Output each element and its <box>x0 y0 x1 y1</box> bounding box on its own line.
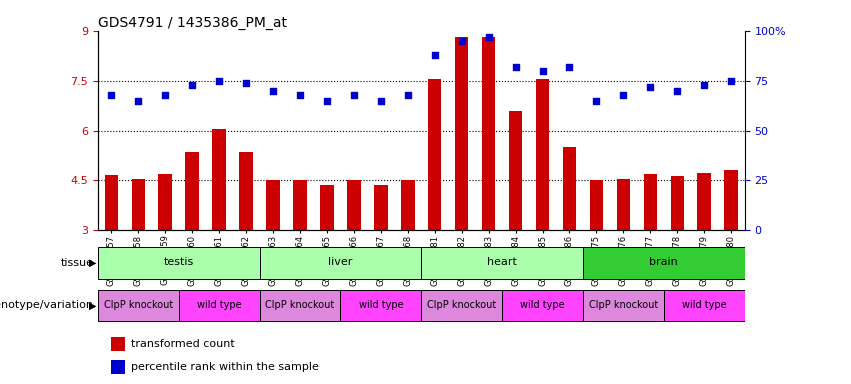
Point <box>509 64 523 70</box>
Bar <box>421 248 583 279</box>
Point <box>131 98 145 104</box>
Bar <box>724 170 738 230</box>
Text: ▶: ▶ <box>89 258 96 268</box>
Point <box>535 68 549 74</box>
Bar <box>482 37 495 230</box>
Point <box>105 91 118 98</box>
Point <box>724 78 738 84</box>
Text: tissue: tissue <box>60 258 94 268</box>
Bar <box>617 179 630 230</box>
Point <box>697 81 711 88</box>
Point <box>428 51 442 58</box>
Text: wild type: wild type <box>197 300 242 310</box>
Point <box>374 98 387 104</box>
Point <box>320 98 334 104</box>
Text: genotype/variation: genotype/variation <box>0 300 94 310</box>
Point <box>158 91 172 98</box>
Point <box>347 91 361 98</box>
Bar <box>563 147 576 230</box>
Bar <box>347 180 361 230</box>
Point <box>590 98 603 104</box>
Bar <box>643 174 657 230</box>
Bar <box>320 185 334 230</box>
Bar <box>213 129 226 230</box>
Text: ClpP knockout: ClpP knockout <box>427 300 496 310</box>
Point <box>454 38 468 44</box>
Bar <box>421 290 502 321</box>
Bar <box>266 180 280 230</box>
Bar <box>664 290 745 321</box>
Bar <box>98 290 179 321</box>
Bar <box>340 290 421 321</box>
Text: brain: brain <box>649 257 678 267</box>
Bar <box>536 79 549 230</box>
Text: testis: testis <box>163 257 194 267</box>
Bar <box>583 248 745 279</box>
Text: percentile rank within the sample: percentile rank within the sample <box>132 362 319 372</box>
Text: wild type: wild type <box>358 300 403 310</box>
Bar <box>111 360 125 374</box>
Bar <box>428 79 442 230</box>
Bar <box>671 177 684 230</box>
Point <box>266 88 280 94</box>
Text: wild type: wild type <box>682 300 727 310</box>
Point <box>616 91 630 98</box>
Bar <box>401 180 414 230</box>
Point <box>186 81 199 88</box>
Text: transformed count: transformed count <box>132 339 235 349</box>
Bar <box>111 337 125 351</box>
Bar <box>260 290 340 321</box>
Bar <box>260 248 421 279</box>
Text: wild type: wild type <box>520 300 565 310</box>
Text: ClpP knockout: ClpP knockout <box>266 300 334 310</box>
Bar <box>583 290 664 321</box>
Point <box>643 84 657 90</box>
Point <box>293 91 306 98</box>
Bar <box>239 152 253 230</box>
Text: ClpP knockout: ClpP knockout <box>104 300 173 310</box>
Point <box>239 79 253 86</box>
Bar <box>590 180 603 230</box>
Point <box>671 88 684 94</box>
Point <box>401 91 414 98</box>
Bar <box>186 152 199 230</box>
Point <box>213 78 226 84</box>
Text: liver: liver <box>328 257 352 267</box>
Bar <box>698 173 711 230</box>
Point <box>482 34 495 40</box>
Bar <box>179 290 260 321</box>
Text: GDS4791 / 1435386_PM_at: GDS4791 / 1435386_PM_at <box>98 16 287 30</box>
Text: heart: heart <box>487 257 517 267</box>
Bar <box>98 248 260 279</box>
Bar <box>158 174 172 230</box>
Bar <box>294 180 306 230</box>
Bar <box>132 179 145 230</box>
Point <box>563 64 576 70</box>
Bar <box>455 37 468 230</box>
Bar <box>509 111 523 230</box>
Text: ClpP knockout: ClpP knockout <box>589 300 658 310</box>
Text: ▶: ▶ <box>89 300 96 310</box>
Bar <box>105 175 118 230</box>
Bar <box>374 185 387 230</box>
Bar <box>502 290 583 321</box>
